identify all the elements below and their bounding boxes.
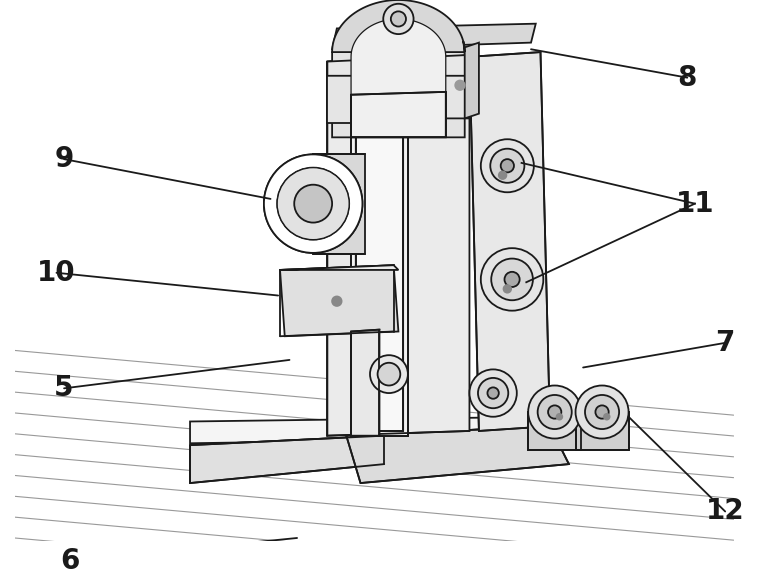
Text: 10: 10: [37, 259, 76, 287]
Circle shape: [501, 159, 514, 172]
Polygon shape: [313, 154, 365, 254]
Polygon shape: [351, 19, 446, 138]
Polygon shape: [346, 426, 569, 436]
Polygon shape: [280, 265, 398, 270]
Circle shape: [595, 405, 609, 419]
Circle shape: [383, 4, 414, 34]
Circle shape: [556, 414, 562, 420]
Circle shape: [264, 154, 362, 253]
Text: 5: 5: [55, 375, 74, 403]
Circle shape: [391, 11, 406, 26]
Polygon shape: [190, 436, 384, 445]
Text: 11: 11: [676, 190, 714, 218]
Circle shape: [503, 285, 511, 293]
Polygon shape: [332, 0, 465, 52]
Circle shape: [499, 171, 506, 179]
Circle shape: [585, 395, 619, 429]
Polygon shape: [351, 62, 408, 436]
Polygon shape: [432, 55, 470, 118]
Polygon shape: [327, 52, 470, 436]
Polygon shape: [356, 65, 403, 431]
Circle shape: [575, 385, 628, 439]
Circle shape: [487, 387, 499, 399]
Circle shape: [470, 369, 517, 417]
Circle shape: [332, 296, 342, 306]
Text: 9: 9: [55, 145, 74, 173]
Circle shape: [537, 395, 572, 429]
Circle shape: [478, 378, 509, 408]
Circle shape: [377, 363, 400, 385]
Polygon shape: [190, 436, 384, 483]
Circle shape: [505, 272, 520, 287]
Circle shape: [548, 405, 562, 419]
Circle shape: [528, 385, 581, 439]
Polygon shape: [346, 426, 569, 483]
Polygon shape: [332, 47, 465, 138]
Polygon shape: [327, 62, 365, 123]
Circle shape: [455, 81, 465, 90]
Polygon shape: [465, 43, 479, 118]
Polygon shape: [575, 412, 628, 450]
Polygon shape: [528, 412, 581, 450]
Text: 12: 12: [706, 497, 745, 525]
Polygon shape: [351, 92, 446, 138]
Polygon shape: [332, 23, 536, 49]
Polygon shape: [470, 52, 550, 431]
Circle shape: [370, 355, 408, 393]
Text: 7: 7: [716, 329, 735, 357]
Polygon shape: [327, 55, 470, 76]
Circle shape: [294, 184, 332, 223]
Circle shape: [604, 414, 609, 420]
Circle shape: [264, 154, 362, 253]
Circle shape: [480, 248, 543, 311]
Circle shape: [277, 168, 349, 240]
Text: 8: 8: [678, 64, 697, 92]
Polygon shape: [190, 417, 550, 443]
Circle shape: [480, 139, 534, 192]
Circle shape: [277, 168, 349, 240]
Polygon shape: [463, 41, 465, 52]
Circle shape: [490, 148, 524, 183]
Text: 6: 6: [60, 546, 80, 571]
Polygon shape: [280, 265, 398, 336]
Polygon shape: [351, 329, 380, 436]
Circle shape: [491, 259, 533, 300]
